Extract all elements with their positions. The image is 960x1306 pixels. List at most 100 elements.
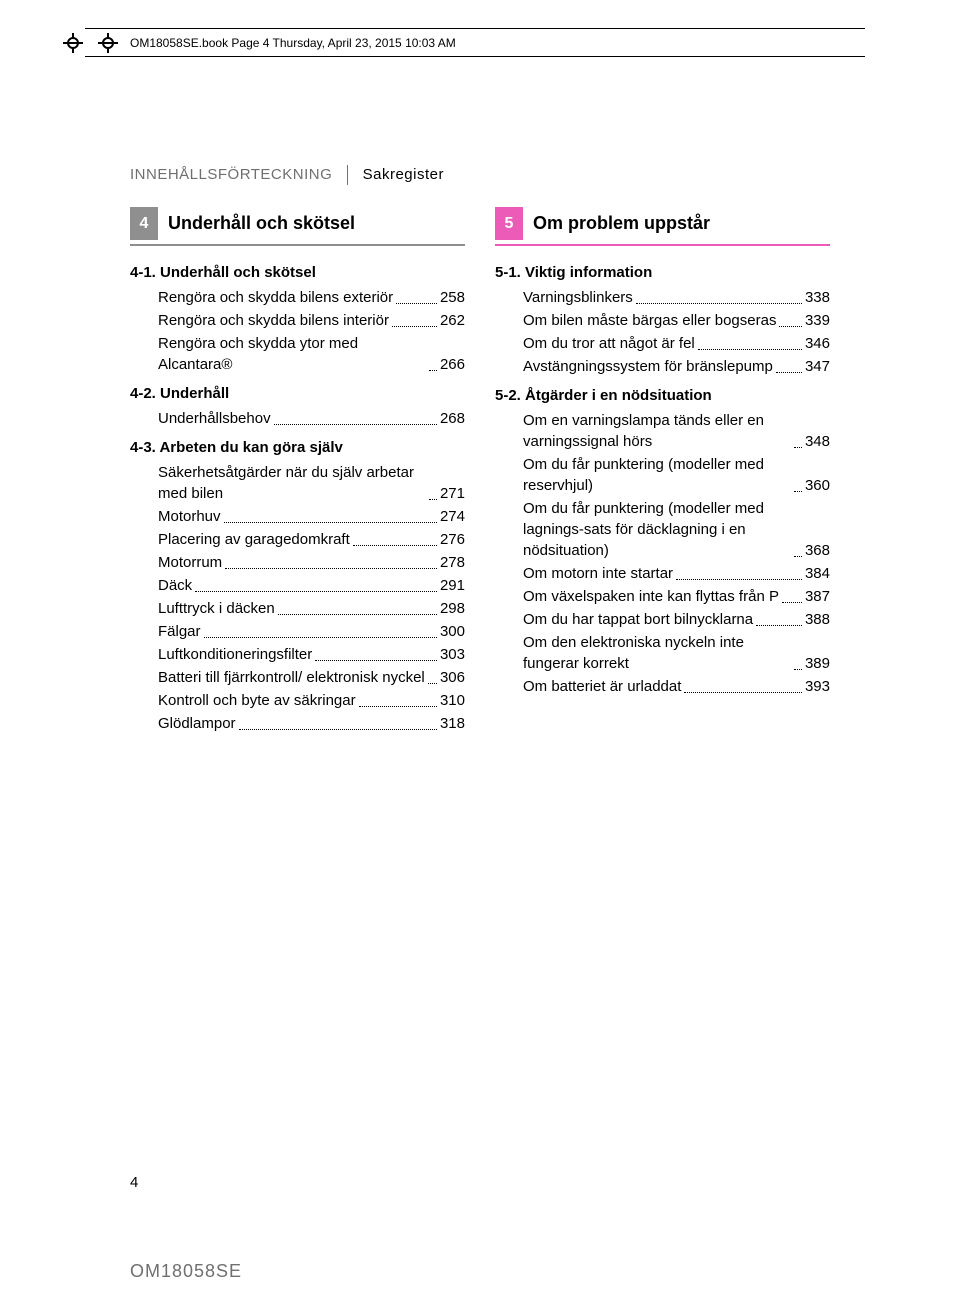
- toc-entry: Om batteriet är urladdat 393: [495, 676, 830, 697]
- toc-dots: [794, 491, 802, 492]
- toc-entry: Om du får punktering (modeller med lagni…: [495, 498, 830, 561]
- toc-page: 258: [440, 287, 465, 308]
- toc-entry: Om du får punktering (modeller med reser…: [495, 454, 830, 496]
- toc-label: Lufttryck i däcken: [158, 598, 275, 619]
- toc-label: Motorhuv: [158, 506, 221, 527]
- toc-entry: Om den elektroniska nyckeln inte fungera…: [495, 632, 830, 674]
- toc-page: 389: [805, 653, 830, 674]
- toc-dots: [756, 625, 802, 626]
- toc-page: 271: [440, 483, 465, 504]
- toc-dots: [195, 591, 437, 592]
- toc-label: Fälgar: [158, 621, 201, 642]
- chapter-num-5: 5: [495, 207, 523, 240]
- toc-entry: Om växelspaken inte kan flyttas från P 38…: [495, 586, 830, 607]
- toc-label: Varningsblinkers: [523, 287, 633, 308]
- page-content: INNEHÅLLSFÖRTECKNING Sakregister 4 Under…: [130, 165, 830, 736]
- toc-dots: [428, 683, 437, 684]
- section-head: 4-2. Underhåll: [130, 385, 465, 402]
- toc-page: 347: [805, 356, 830, 377]
- toc-label: Om batteriet är urladdat: [523, 676, 681, 697]
- toc-label: Om växelspaken inte kan flyttas från P: [523, 586, 779, 607]
- toc-label: Om en varningslampa tänds eller en varni…: [523, 410, 791, 452]
- toc-dots: [225, 568, 437, 569]
- chapter-num-4: 4: [130, 207, 158, 240]
- header-text: OM18058SE.book Page 4 Thursday, April 23…: [130, 36, 456, 50]
- toc-page: 388: [805, 609, 830, 630]
- toc-page: 274: [440, 506, 465, 527]
- toc-page: 266: [440, 354, 465, 375]
- toc-page: 368: [805, 540, 830, 561]
- toc-dots: [278, 614, 437, 615]
- section-head: 4-3. Arbeten du kan göra själv: [130, 439, 465, 456]
- toc-label: Om den elektroniska nyckeln inte fungera…: [523, 632, 791, 674]
- columns: 4 Underhåll och skötsel 4-1. Underhåll o…: [130, 207, 830, 736]
- toc-label: Motorrum: [158, 552, 222, 573]
- toc-dots: [779, 326, 802, 327]
- toc-dots: [274, 424, 437, 425]
- toc-label: Avstängningssystem för bränslepump: [523, 356, 773, 377]
- toc-entry: Kontroll och byte av säkringar310: [130, 690, 465, 711]
- toc-entry: Rengöra och skydda ytor med Alcantara® 26…: [130, 333, 465, 375]
- toc-page: 300: [440, 621, 465, 642]
- toc-entry: Placering av garagedomkraft 276: [130, 529, 465, 550]
- toc-entry: Rengöra och skydda bilens interiör 262: [130, 310, 465, 331]
- breadcrumb-sep: [347, 165, 348, 185]
- section-head: 5-2. Åtgärder i en nödsituation: [495, 387, 830, 404]
- toc-dots: [676, 579, 802, 580]
- col-right: 5 Om problem uppstår 5-1. Viktig informa…: [495, 207, 830, 736]
- breadcrumb-first: INNEHÅLLSFÖRTECKNING: [130, 166, 332, 183]
- toc-page: 306: [440, 667, 465, 688]
- toc-entry: Underhållsbehov268: [130, 408, 465, 429]
- toc-dots: [782, 602, 802, 603]
- toc-entry: Om motorn inte startar384: [495, 563, 830, 584]
- toc-page: 393: [805, 676, 830, 697]
- chapter-head-5: 5 Om problem uppstår: [495, 207, 830, 240]
- regmark-tr: [98, 33, 118, 53]
- toc-entry: Om du tror att något är fel346: [495, 333, 830, 354]
- toc-page: 360: [805, 475, 830, 496]
- toc-page: 387: [805, 586, 830, 607]
- toc-dots: [315, 660, 437, 661]
- toc-entry: Motorhuv 274: [130, 506, 465, 527]
- toc-label: Batteri till fjärrkontroll/ elektronisk …: [158, 667, 425, 688]
- toc-page: 318: [440, 713, 465, 734]
- toc-dots: [429, 370, 437, 371]
- regmark-tl: [63, 33, 83, 53]
- toc-label: Om motorn inte startar: [523, 563, 673, 584]
- toc-page: 338: [805, 287, 830, 308]
- toc-label: Om du har tappat bort bilnycklarna: [523, 609, 753, 630]
- toc-label: Rengöra och skydda ytor med Alcantara®: [158, 333, 426, 375]
- header-rule-top: [85, 28, 865, 29]
- toc-label: Kontroll och byte av säkringar: [158, 690, 356, 711]
- toc-label: Säkerhetsåtgärder när du själv arbetar m…: [158, 462, 426, 504]
- toc-dots: [794, 669, 802, 670]
- footer-code: OM18058SE: [130, 1261, 242, 1282]
- toc-dots: [353, 545, 437, 546]
- section-head: 5-1. Viktig information: [495, 264, 830, 281]
- chapter-title-4: Underhåll och skötsel: [158, 207, 465, 240]
- toc-dots: [794, 556, 802, 557]
- toc-entry: Glödlampor318: [130, 713, 465, 734]
- toc-label: Rengöra och skydda bilens interiör: [158, 310, 389, 331]
- toc-entry: Fälgar 300: [130, 621, 465, 642]
- toc-dots: [239, 729, 437, 730]
- toc-entry: Om bilen måste bärgas eller bogseras339: [495, 310, 830, 331]
- toc-label: Däck: [158, 575, 192, 596]
- toc-label: Placering av garagedomkraft: [158, 529, 350, 550]
- footer-page-num: 4: [130, 1174, 138, 1191]
- toc-page: 276: [440, 529, 465, 550]
- toc-page: 298: [440, 598, 465, 619]
- toc-dots: [794, 447, 802, 448]
- toc-page: 303: [440, 644, 465, 665]
- toc-page: 348: [805, 431, 830, 452]
- chapter-rule-4: [130, 244, 465, 246]
- toc-page: 291: [440, 575, 465, 596]
- toc-label: Luftkonditioneringsfilter: [158, 644, 312, 665]
- toc-label: Om du tror att något är fel: [523, 333, 695, 354]
- toc-entry: Lufttryck i däcken 298: [130, 598, 465, 619]
- toc-entry: Säkerhetsåtgärder när du själv arbetar m…: [130, 462, 465, 504]
- breadcrumb-second: Sakregister: [363, 166, 444, 183]
- section-head: 4-1. Underhåll och skötsel: [130, 264, 465, 281]
- toc-page: 262: [440, 310, 465, 331]
- toc-entry: Batteri till fjärrkontroll/ elektronisk …: [130, 667, 465, 688]
